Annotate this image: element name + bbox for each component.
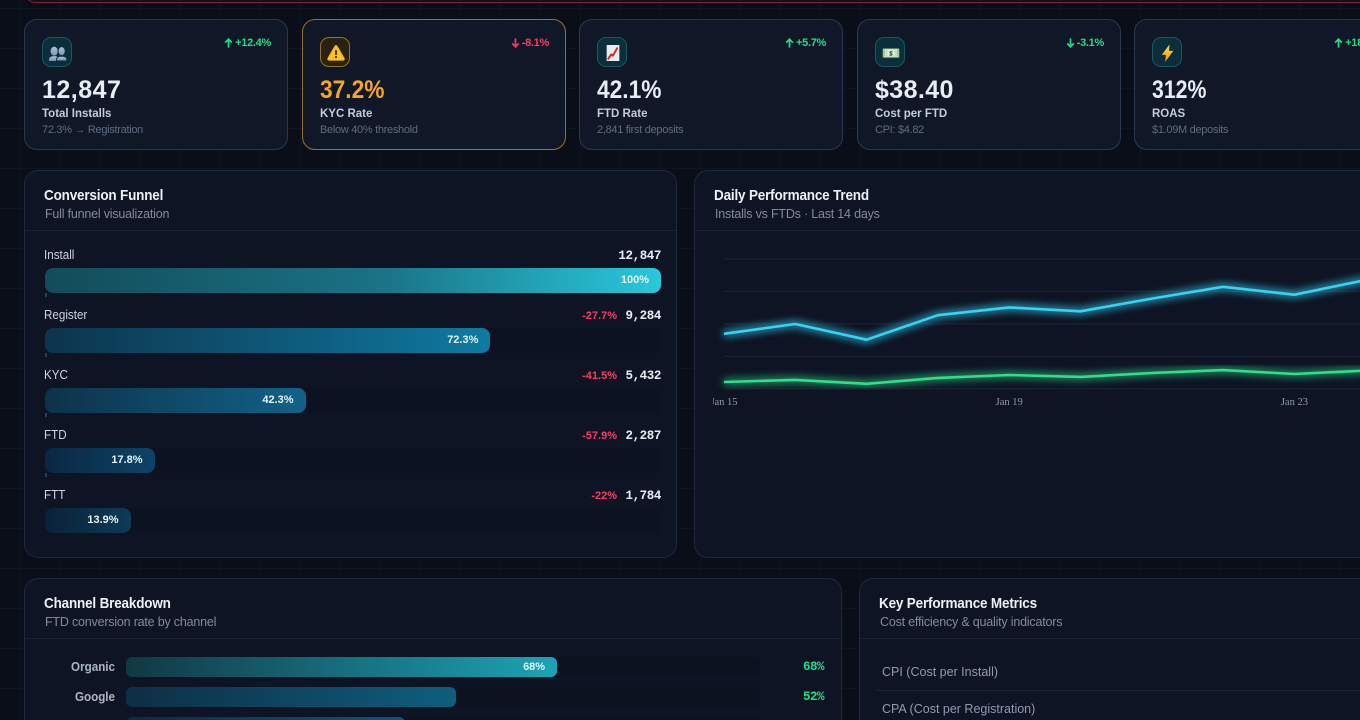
- svg-text:Jan 19: Jan 19: [996, 397, 1023, 408]
- svg-text:Jan 15: Jan 15: [713, 397, 738, 408]
- svg-text:Jan 23: Jan 23: [1281, 397, 1308, 408]
